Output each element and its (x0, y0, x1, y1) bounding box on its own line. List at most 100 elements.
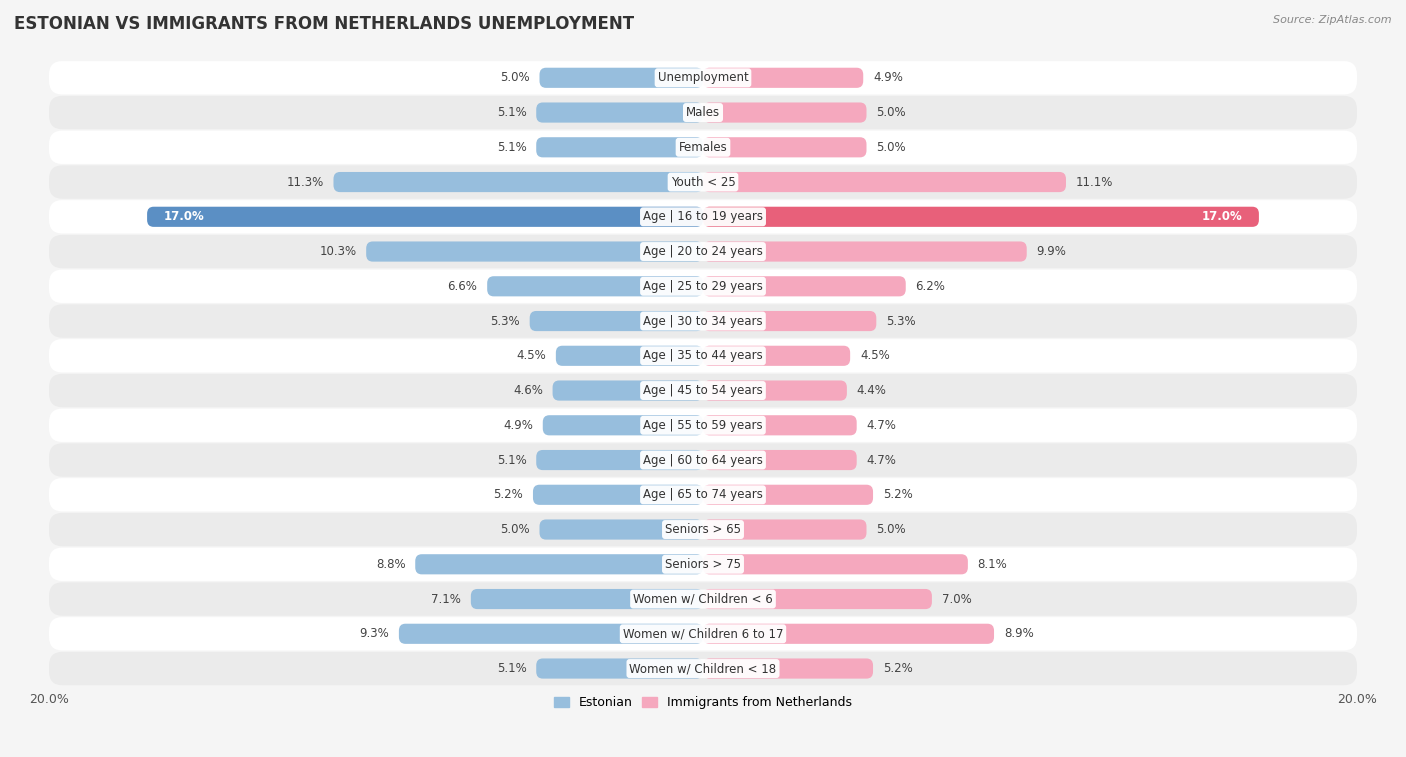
Text: Seniors > 75: Seniors > 75 (665, 558, 741, 571)
Text: 5.1%: 5.1% (496, 453, 526, 466)
Text: 5.3%: 5.3% (886, 315, 915, 328)
FancyBboxPatch shape (399, 624, 703, 644)
FancyBboxPatch shape (703, 276, 905, 297)
FancyBboxPatch shape (540, 519, 703, 540)
FancyBboxPatch shape (366, 241, 703, 262)
FancyBboxPatch shape (49, 512, 1357, 547)
Text: 4.5%: 4.5% (516, 349, 546, 363)
FancyBboxPatch shape (703, 137, 866, 157)
FancyBboxPatch shape (536, 137, 703, 157)
Text: 8.1%: 8.1% (977, 558, 1008, 571)
FancyBboxPatch shape (703, 381, 846, 400)
FancyBboxPatch shape (488, 276, 703, 297)
Text: 8.9%: 8.9% (1004, 628, 1033, 640)
FancyBboxPatch shape (49, 61, 1357, 95)
Text: 5.1%: 5.1% (496, 106, 526, 119)
FancyBboxPatch shape (703, 450, 856, 470)
Text: Age | 55 to 59 years: Age | 55 to 59 years (643, 419, 763, 431)
FancyBboxPatch shape (49, 235, 1357, 268)
FancyBboxPatch shape (703, 346, 851, 366)
FancyBboxPatch shape (555, 346, 703, 366)
FancyBboxPatch shape (49, 617, 1357, 650)
FancyBboxPatch shape (415, 554, 703, 575)
Legend: Estonian, Immigrants from Netherlands: Estonian, Immigrants from Netherlands (548, 691, 858, 714)
FancyBboxPatch shape (49, 582, 1357, 615)
Text: Women w/ Children < 18: Women w/ Children < 18 (630, 662, 776, 675)
FancyBboxPatch shape (703, 624, 994, 644)
FancyBboxPatch shape (703, 207, 1258, 227)
Text: 4.6%: 4.6% (513, 384, 543, 397)
FancyBboxPatch shape (703, 311, 876, 331)
Text: 4.5%: 4.5% (860, 349, 890, 363)
FancyBboxPatch shape (49, 478, 1357, 512)
Text: Women w/ Children 6 to 17: Women w/ Children 6 to 17 (623, 628, 783, 640)
FancyBboxPatch shape (533, 484, 703, 505)
Text: Males: Males (686, 106, 720, 119)
Text: 5.2%: 5.2% (883, 662, 912, 675)
FancyBboxPatch shape (703, 554, 967, 575)
Text: Age | 60 to 64 years: Age | 60 to 64 years (643, 453, 763, 466)
Text: 6.6%: 6.6% (447, 280, 478, 293)
FancyBboxPatch shape (148, 207, 703, 227)
FancyBboxPatch shape (543, 415, 703, 435)
Text: Source: ZipAtlas.com: Source: ZipAtlas.com (1274, 15, 1392, 25)
Text: 5.1%: 5.1% (496, 662, 526, 675)
FancyBboxPatch shape (333, 172, 703, 192)
FancyBboxPatch shape (530, 311, 703, 331)
FancyBboxPatch shape (49, 304, 1357, 338)
Text: 9.9%: 9.9% (1036, 245, 1066, 258)
FancyBboxPatch shape (49, 444, 1357, 477)
FancyBboxPatch shape (49, 409, 1357, 442)
Text: Age | 30 to 34 years: Age | 30 to 34 years (643, 315, 763, 328)
Text: 5.0%: 5.0% (501, 71, 530, 84)
FancyBboxPatch shape (553, 381, 703, 400)
Text: Age | 25 to 29 years: Age | 25 to 29 years (643, 280, 763, 293)
FancyBboxPatch shape (49, 374, 1357, 407)
FancyBboxPatch shape (536, 450, 703, 470)
Text: 4.9%: 4.9% (503, 419, 533, 431)
Text: Females: Females (679, 141, 727, 154)
FancyBboxPatch shape (49, 269, 1357, 303)
FancyBboxPatch shape (703, 172, 1066, 192)
Text: Youth < 25: Youth < 25 (671, 176, 735, 188)
Text: 7.0%: 7.0% (942, 593, 972, 606)
FancyBboxPatch shape (536, 659, 703, 678)
Text: Age | 16 to 19 years: Age | 16 to 19 years (643, 210, 763, 223)
FancyBboxPatch shape (49, 200, 1357, 233)
Text: 5.1%: 5.1% (496, 141, 526, 154)
Text: 5.2%: 5.2% (883, 488, 912, 501)
FancyBboxPatch shape (49, 547, 1357, 581)
Text: 4.7%: 4.7% (866, 453, 897, 466)
FancyBboxPatch shape (703, 415, 856, 435)
Text: 17.0%: 17.0% (1202, 210, 1243, 223)
FancyBboxPatch shape (703, 484, 873, 505)
Text: 5.2%: 5.2% (494, 488, 523, 501)
Text: 9.3%: 9.3% (360, 628, 389, 640)
FancyBboxPatch shape (536, 102, 703, 123)
FancyBboxPatch shape (471, 589, 703, 609)
FancyBboxPatch shape (540, 67, 703, 88)
Text: Seniors > 65: Seniors > 65 (665, 523, 741, 536)
Text: 8.8%: 8.8% (375, 558, 405, 571)
Text: Unemployment: Unemployment (658, 71, 748, 84)
Text: ESTONIAN VS IMMIGRANTS FROM NETHERLANDS UNEMPLOYMENT: ESTONIAN VS IMMIGRANTS FROM NETHERLANDS … (14, 15, 634, 33)
Text: 4.4%: 4.4% (856, 384, 887, 397)
FancyBboxPatch shape (49, 96, 1357, 129)
FancyBboxPatch shape (703, 67, 863, 88)
FancyBboxPatch shape (49, 652, 1357, 685)
Text: 5.0%: 5.0% (501, 523, 530, 536)
FancyBboxPatch shape (49, 165, 1357, 199)
FancyBboxPatch shape (703, 659, 873, 678)
FancyBboxPatch shape (703, 102, 866, 123)
Text: Women w/ Children < 6: Women w/ Children < 6 (633, 593, 773, 606)
Text: Age | 65 to 74 years: Age | 65 to 74 years (643, 488, 763, 501)
FancyBboxPatch shape (49, 339, 1357, 372)
Text: 5.0%: 5.0% (876, 141, 905, 154)
Text: 5.0%: 5.0% (876, 106, 905, 119)
Text: Age | 45 to 54 years: Age | 45 to 54 years (643, 384, 763, 397)
Text: 4.7%: 4.7% (866, 419, 897, 431)
FancyBboxPatch shape (703, 519, 866, 540)
FancyBboxPatch shape (703, 589, 932, 609)
Text: 10.3%: 10.3% (319, 245, 356, 258)
Text: 17.0%: 17.0% (163, 210, 204, 223)
